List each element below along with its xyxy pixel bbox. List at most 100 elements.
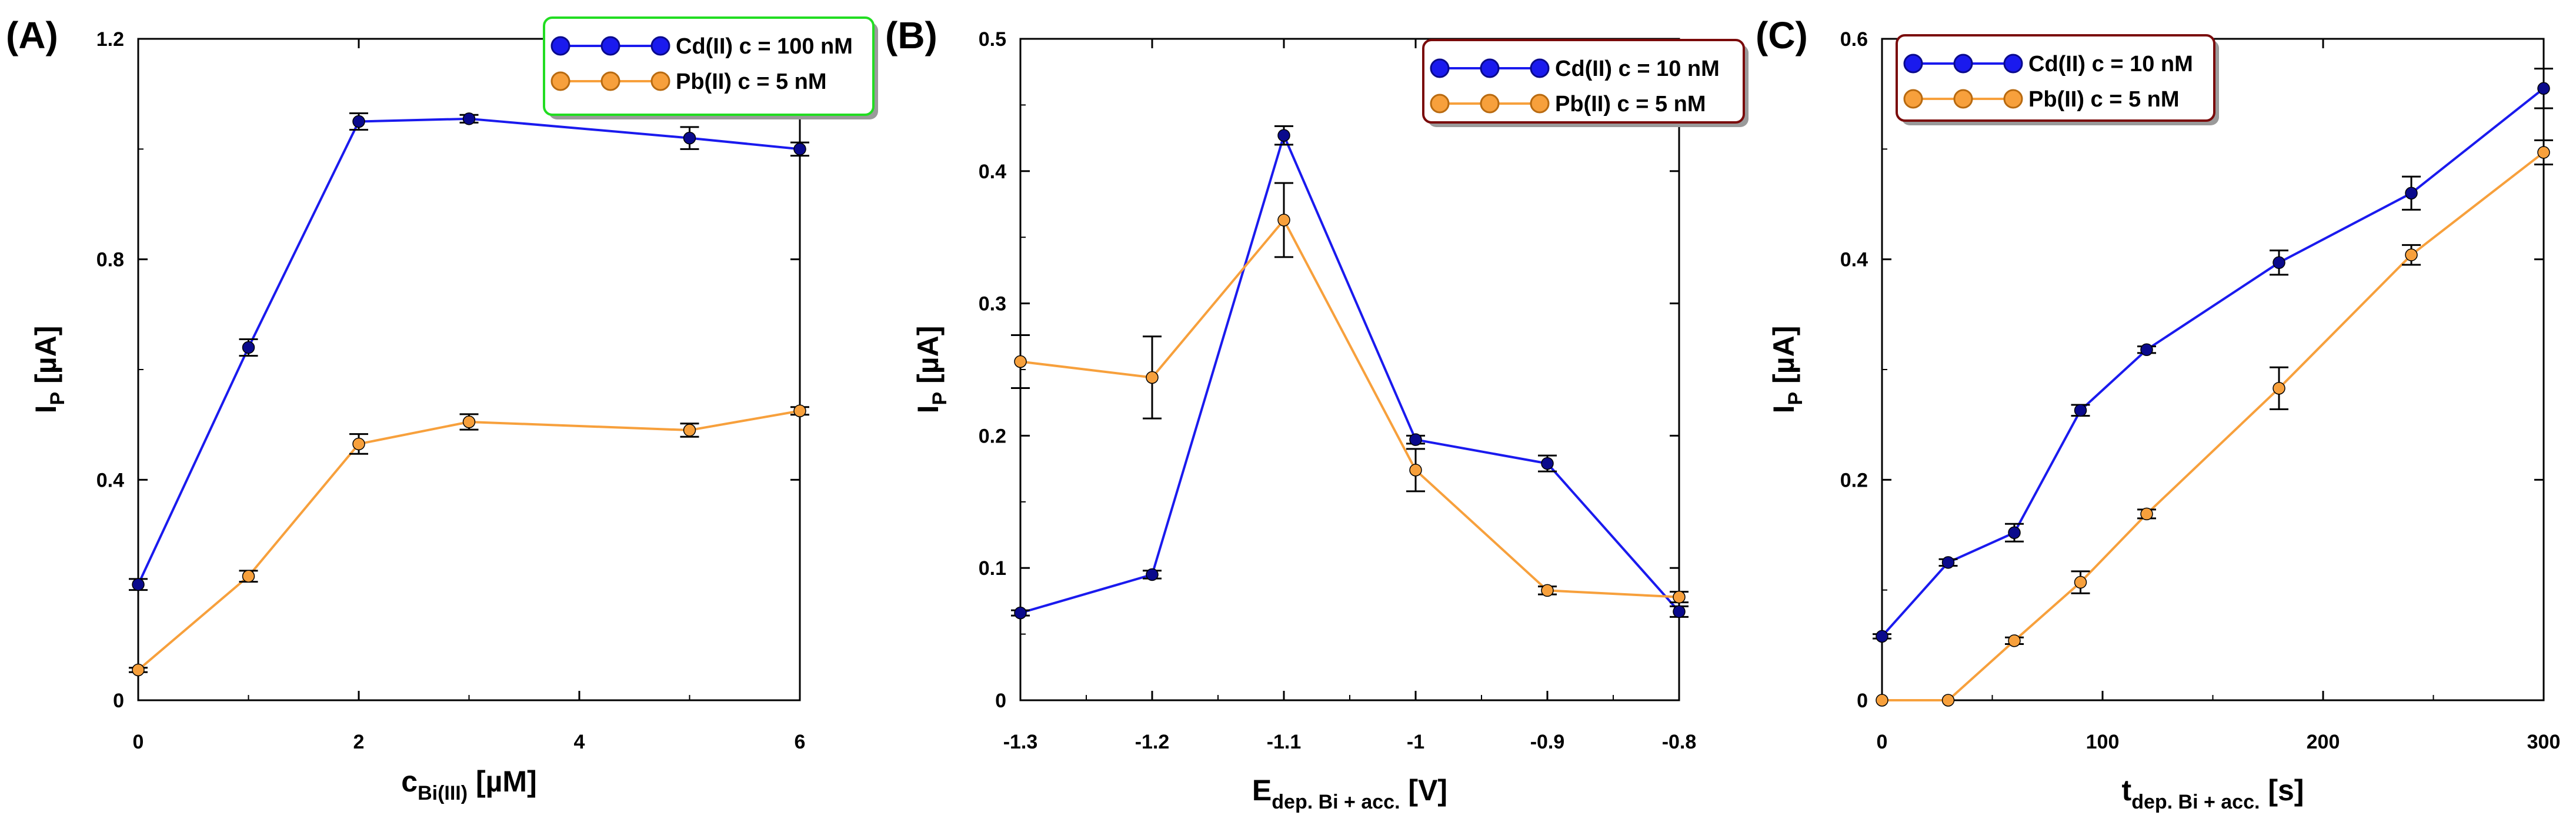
- panel-label: (A): [6, 14, 58, 56]
- cd-series-point: [1941, 556, 1955, 569]
- legend-cd-marker: [550, 36, 570, 56]
- cd-series-point: [352, 115, 365, 128]
- pb-series-line: [137, 410, 800, 671]
- cd-series-line: [1881, 87, 2545, 637]
- x-tick-label: -1: [1407, 731, 1424, 753]
- panel-a: (A) 0 0.4 0.8 1.2 0 2 4 6 cBi(III) [µM] IP [µA] Cd(…: [6, 14, 878, 804]
- legend-box: [543, 16, 875, 116]
- legend-pb-label: Pb(II) c = 5 nM: [1555, 92, 1706, 117]
- legend-cd-label: Cd(II) c = 10 nM: [1555, 56, 1720, 81]
- x-tick-label: 300: [2527, 731, 2561, 753]
- pb-series-point: [1014, 355, 1027, 368]
- cd-series-point: [2405, 187, 2418, 200]
- x-tick-label: 4: [574, 731, 585, 753]
- x-tick-label: -1.2: [1135, 731, 1170, 753]
- pb-series-point: [462, 415, 476, 428]
- legend-cd-marker: [1480, 58, 1500, 78]
- y-axis-label-sub: P: [929, 392, 951, 405]
- legend-box: [1422, 39, 1745, 124]
- y-tick-label: 0.3: [979, 293, 1006, 315]
- y-tick-label: 0.6: [1840, 28, 1868, 51]
- legend-cd-marker: [650, 36, 670, 56]
- pb-series-point: [2405, 248, 2418, 261]
- y-tick-label: 0.4: [979, 161, 1006, 183]
- x-axis-label-sub: Bi(III): [418, 782, 468, 804]
- pb-series-line: [1020, 218, 1680, 598]
- y-tick-label: 1.2: [96, 28, 124, 51]
- x-axis-label-unit: [µM]: [468, 765, 537, 798]
- y-axis-label: IP [µA]: [29, 326, 69, 414]
- pb-series-point: [352, 437, 365, 451]
- y-axis-label-unit: [µA]: [1767, 326, 1800, 392]
- x-tick-label: 200: [2307, 731, 2340, 753]
- legend-pb-marker: [1530, 94, 1550, 114]
- y-tick-label: 0.4: [96, 469, 124, 491]
- y-tick-label: 0.4: [1840, 249, 1868, 271]
- pb-series-point: [2273, 382, 2285, 395]
- pb-series-point: [2140, 507, 2153, 521]
- y-axis-label-main: I: [29, 405, 62, 413]
- panel-label: (C): [1756, 14, 1808, 56]
- pb-series-point: [1876, 694, 1888, 707]
- cd-series-point: [242, 341, 255, 354]
- x-tick-label: -0.9: [1530, 731, 1565, 753]
- legend-cd-marker: [2003, 54, 2023, 74]
- pb-series-point: [1941, 694, 1955, 707]
- x-axis-label-unit: [V]: [1400, 774, 1448, 807]
- pb-series-point: [2537, 146, 2550, 159]
- x-axis-label: Edep. Bi + acc. [V]: [1252, 774, 1447, 813]
- panel-c: (C) 0 0.2 0.4 0.6 0 100 200 300 tdep. Bi + acc. […: [1756, 14, 2560, 813]
- y-axis-label-sub: P: [46, 392, 69, 405]
- cd-series-point: [132, 578, 145, 591]
- y-axis-label: IP [µA]: [1767, 326, 1807, 414]
- cd-series-point: [683, 131, 696, 145]
- y-tick-label: 0.1: [979, 557, 1006, 580]
- y-tick-label: 0: [1857, 690, 1868, 712]
- pb-series-point: [1409, 464, 1422, 477]
- cd-series-point: [2537, 82, 2550, 95]
- x-tick-label: 0: [133, 731, 144, 753]
- y-axis-label: IP [µA]: [912, 326, 951, 414]
- legend-pb-label: Pb(II) c = 5 nM: [676, 69, 827, 94]
- y-tick-label: 0: [113, 690, 124, 712]
- legend-cd-label: Cd(II) c = 10 nM: [2028, 52, 2193, 76]
- legend-pb-label: Pb(II) c = 5 nM: [2028, 87, 2180, 112]
- legend-pb-marker: [550, 71, 570, 91]
- legend-pb-marker: [1953, 89, 1973, 109]
- y-tick-label: 0.2: [979, 425, 1006, 447]
- pb-series-point: [132, 663, 145, 677]
- cd-series-point: [1014, 606, 1027, 620]
- legend-pb-marker: [1903, 89, 1923, 109]
- y-axis-label-main: I: [912, 405, 945, 413]
- x-axis-label-main: t: [2122, 774, 2132, 807]
- y-tick-label: 0.2: [1840, 469, 1868, 491]
- x-tick-label: -1.3: [1003, 731, 1038, 753]
- x-tick-label: -1.1: [1267, 731, 1302, 753]
- panel-label: (B): [885, 14, 937, 56]
- y-tick-label: 0.8: [96, 249, 124, 271]
- x-axis-label: tdep. Bi + acc. [s]: [2122, 774, 2304, 813]
- x-axis-label: cBi(III) [µM]: [401, 765, 536, 804]
- y-axis-label-sub: P: [1784, 392, 1807, 405]
- pb-series-line: [1882, 151, 2545, 701]
- legend-pb-marker: [600, 71, 620, 91]
- cd-series-line: [1020, 132, 1680, 614]
- y-axis-label-unit: [µA]: [912, 326, 945, 392]
- cd-series-point: [2273, 256, 2285, 270]
- cd-series-point: [1876, 630, 1888, 643]
- axes-frame: [1881, 38, 2545, 701]
- cd-series-point: [1409, 433, 1422, 446]
- pb-series-point: [1277, 214, 1290, 227]
- legend-pb-marker: [1480, 94, 1500, 114]
- legend-pb-marker: [2003, 89, 2023, 109]
- cd-series-line: [137, 117, 800, 586]
- pb-series-point: [2008, 634, 2021, 647]
- legend-cd-marker: [1430, 58, 1450, 78]
- legend-cd-marker: [1530, 58, 1550, 78]
- x-tick-label: 0: [1877, 731, 1888, 753]
- x-axis-label-sub: dep. Bi + acc.: [2131, 791, 2260, 813]
- legend-cd-marker: [1903, 54, 1923, 74]
- cd-series-point: [462, 112, 476, 125]
- pb-series-point: [793, 404, 806, 417]
